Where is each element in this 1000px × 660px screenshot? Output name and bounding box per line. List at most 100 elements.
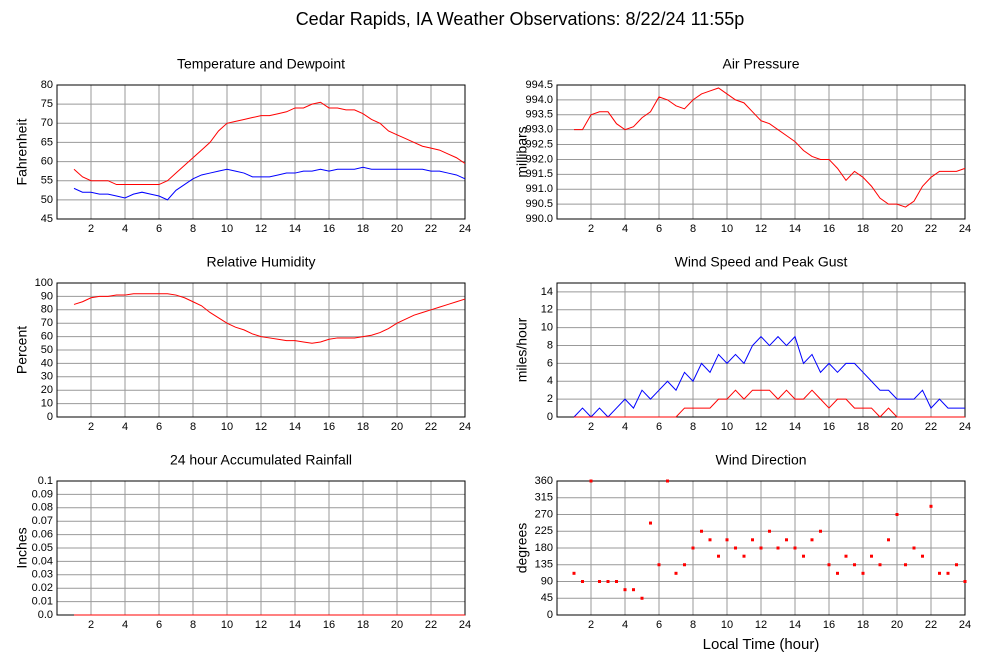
y-axis-label: Percent [14,326,30,374]
data-point [904,563,907,567]
chart-title: Wind Speed and Peak Gust [675,254,848,270]
x-tick-label: 8 [690,223,696,235]
y-tick-label: 45 [541,592,553,604]
y-tick-label: 80 [41,79,53,91]
x-tick-label: 14 [289,223,301,235]
data-point [870,554,873,558]
data-point [674,571,678,575]
x-tick-label: 14 [789,421,801,433]
x-tick-label: 18 [357,223,369,235]
y-tick-label: 225 [535,525,553,537]
y-tick-label: 90 [41,290,53,302]
x-tick-label: 22 [925,223,937,235]
y-tick-label: 0.06 [32,529,53,541]
x-tick-label: 4 [122,619,128,631]
data-point [819,529,822,533]
data-point [878,563,882,567]
y-tick-label: 270 [535,508,553,520]
y-tick-label: 994.5 [525,79,553,91]
x-tick-label: 10 [721,619,733,631]
y-tick-label: 360 [535,475,553,487]
plot-frame [556,282,966,418]
x-tick-label: 2 [88,223,94,235]
x-tick-label: 8 [190,223,196,235]
x-tick-label: 12 [255,421,267,433]
data-point [938,571,941,575]
data-point [921,554,924,558]
x-tick-label: 10 [721,421,733,433]
x-tick-label: 20 [391,223,403,235]
y-axis-label: miles/hour [514,317,530,382]
x-tick-label: 12 [255,619,267,631]
x-tick-label: 18 [357,421,369,433]
y-tick-label: 0.1 [38,475,53,487]
data-point [572,571,576,575]
x-tick-label: 6 [156,619,162,631]
x-tick-label: 20 [391,421,403,433]
data-line [573,335,965,418]
chart-title: Wind Direction [715,452,806,468]
y-tick-label: 135 [535,559,553,571]
data-point [810,538,814,542]
y-axis-label: Inches [14,527,30,568]
x-tick-label: 14 [289,619,301,631]
plot-frame [56,282,466,418]
x-tick-label: 6 [656,421,662,433]
x-tick-label: 16 [323,421,335,433]
chart-title: Temperature and Dewpoint [177,56,345,72]
y-tick-label: 10 [541,322,553,334]
y-tick-label: 0.09 [32,488,53,500]
data-point [844,554,848,558]
x-tick-label: 14 [289,421,301,433]
x-tick-label: 6 [156,421,162,433]
data-point [853,563,856,567]
plot-frame [556,480,966,616]
x-tick-label: 22 [925,421,937,433]
y-tick-label: 100 [35,277,53,289]
x-tick-label: 22 [425,421,437,433]
x-tick-label: 24 [459,223,471,235]
x-tick-label: 18 [857,421,869,433]
x-tick-label: 4 [122,421,128,433]
y-axis-label: degrees [514,523,530,574]
data-point [776,546,780,550]
y-tick-label: 993.5 [525,109,553,121]
x-tick-label: 2 [588,619,594,631]
x-tick-label: 22 [925,619,937,631]
x-tick-label: 12 [255,223,267,235]
x-tick-label: 4 [622,421,628,433]
data-point [759,546,763,550]
y-tick-label: 50 [41,344,53,356]
data-point [895,513,899,516]
data-point [751,538,754,542]
y-tick-label: 992.5 [525,138,553,150]
data-point [632,588,635,592]
y-tick-label: 45 [41,213,53,225]
x-tick-label: 18 [857,619,869,631]
data-point [912,546,916,550]
y-tick-label: 0.0 [38,609,53,621]
page-title: Cedar Rapids, IA Weather Observations: 8… [296,9,745,29]
x-tick-label: 12 [755,421,767,433]
data-point [708,538,712,542]
data-point [717,554,720,558]
y-tick-label: 990.0 [525,213,553,225]
data-line [73,166,466,201]
y-tick-label: 315 [535,492,553,504]
y-tick-label: 30 [41,371,53,383]
data-point [827,563,831,567]
chart-title: 24 hour Accumulated Rainfall [170,452,352,468]
x-tick-label: 8 [190,619,196,631]
data-point [963,580,967,583]
x-tick-label: 22 [425,223,437,235]
x-tick-label: 24 [459,619,471,631]
y-tick-label: 0.04 [32,555,53,567]
x-tick-label: 6 [656,223,662,235]
x-tick-label: 2 [588,223,594,235]
x-axis-label: Local Time (hour) [703,636,820,653]
x-tick-label: 6 [656,619,662,631]
data-point [946,571,950,575]
y-tick-label: 0.08 [32,502,53,514]
y-tick-label: 180 [535,542,553,554]
y-tick-label: 65 [41,136,53,148]
